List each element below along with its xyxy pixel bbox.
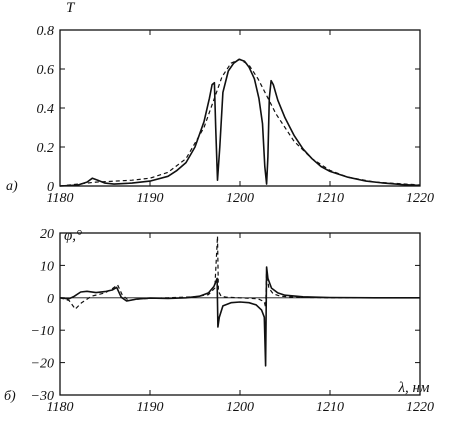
y-tick: 20 [40, 227, 420, 242]
panel-a-transmission: 0 0.2 0.4 0.6 0.8 1180 1190 1200 1210 1220 T а) [6, 0, 434, 206]
x-tick-label: 1220 [406, 191, 434, 206]
x-tick: 1200 [226, 30, 254, 206]
series-line-solid [59, 58, 421, 187]
x-tick-label: 1220 [406, 400, 434, 415]
y-tick: 0.6 [37, 63, 420, 78]
y-tick: 0.2 [37, 141, 420, 156]
series-line-solid [59, 266, 420, 367]
y-tick: −20 [31, 357, 420, 372]
y-tick-label: 0.8 [37, 24, 55, 39]
panel-a-frame [59, 29, 421, 187]
y-tick: −30 [31, 389, 420, 404]
panel-b-x-ticks: 1180 1190 1200 1210 1220 [47, 233, 434, 415]
panel-a-x-ticks: 1180 1190 1200 1210 1220 [47, 30, 434, 206]
y-tick-label: 0.4 [37, 102, 55, 117]
y-tick-label: 0 [47, 292, 54, 307]
y-tick-label: 0.6 [37, 63, 55, 78]
x-tick-label: 1200 [226, 400, 254, 415]
x-tick-label: 1200 [226, 191, 254, 206]
x-tick-label: 1210 [316, 191, 344, 206]
y-tick-label: −20 [31, 357, 54, 372]
y-tick-label: −30 [31, 389, 54, 404]
x-tick: 1210 [316, 233, 344, 415]
series-line-dashed [59, 58, 421, 187]
x-tick-label: 1210 [316, 400, 344, 415]
panel-a-y-ticks: 0 0.2 0.4 0.6 0.8 [37, 24, 420, 195]
panel-a-label: а) [6, 179, 18, 194]
x-tick: 1180 [47, 30, 74, 206]
x-tick-label: 1180 [47, 191, 74, 206]
x-tick: 1180 [47, 233, 74, 415]
y-tick: −10 [31, 324, 420, 339]
x-tick: 1200 [226, 233, 254, 415]
panel-a-y-axis-label: T [66, 0, 76, 16]
y-tick: 10 [40, 259, 420, 274]
x-tick-label: 1190 [137, 191, 164, 206]
panel-b-y-ticks: −30 −20 −10 0 10 20 [31, 227, 420, 404]
x-tick: 1220 [406, 233, 434, 415]
x-tick-label: 1190 [137, 400, 164, 415]
y-tick-label: 0.2 [37, 141, 55, 156]
y-tick: 0.4 [37, 102, 420, 117]
x-tick: 1210 [316, 30, 344, 206]
x-tick-label: 1180 [47, 400, 74, 415]
y-tick-label: 20 [40, 227, 54, 242]
panel-b-frame [59, 232, 421, 396]
series-line-dashed [59, 235, 420, 310]
panel-b-label: б) [4, 389, 16, 404]
panel-b-series [59, 235, 420, 367]
panel-b-y-axis-label: φ,° [64, 228, 82, 244]
y-tick: 0 [47, 292, 420, 307]
panel-b-x-axis-label: λ, нм [397, 380, 429, 396]
panel-a-series [59, 58, 421, 187]
y-tick-label: 0 [47, 180, 54, 195]
y-tick-label: 10 [40, 259, 54, 274]
y-tick: 0.8 [37, 24, 420, 39]
x-tick: 1220 [406, 30, 434, 206]
y-tick-label: −10 [31, 324, 54, 339]
x-tick: 1190 [137, 233, 164, 415]
